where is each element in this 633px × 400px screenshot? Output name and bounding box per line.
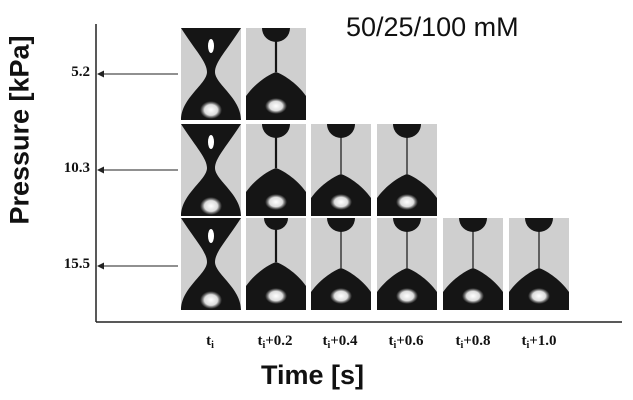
y-tick-5-2: 5.2 <box>71 64 90 80</box>
droplet-frame-r2-c2 <box>311 218 371 310</box>
droplet-frames <box>181 28 569 310</box>
droplet-frame-r0-c0 <box>181 28 241 120</box>
droplet-frame-r1-c3 <box>377 124 437 216</box>
droplet-frame-r0-c1 <box>246 28 306 120</box>
x-tick-3: ti+0.6 <box>388 333 424 351</box>
droplet-frame-r2-c3 <box>377 218 437 310</box>
x-tick-2: ti+0.4 <box>322 333 358 351</box>
x-tick-1: ti+0.2 <box>257 333 293 351</box>
droplet-frame-r2-c0 <box>181 218 241 310</box>
y-tick-15-5: 15.5 <box>63 256 90 272</box>
droplet-frame-r2-c1 <box>246 218 306 310</box>
x-tick-4: ti+0.8 <box>455 333 491 351</box>
droplet-frame-r1-c0 <box>181 124 241 216</box>
droplet-frame-r1-c1 <box>246 124 306 216</box>
x-tick-0: ti <box>206 333 214 351</box>
y-tick-10-3: 10.3 <box>63 160 90 176</box>
droplet-frame-r2-c5 <box>509 218 569 310</box>
x-tick-5: ti+1.0 <box>521 333 557 351</box>
droplet-frame-r2-c4 <box>443 218 503 310</box>
x-axis-label: Time [s] <box>0 360 633 391</box>
condition-label: 50/25/100 mM <box>346 12 519 42</box>
droplet-frame-r1-c2 <box>311 124 371 216</box>
x-axis-label-text: Time [s] <box>260 360 365 390</box>
